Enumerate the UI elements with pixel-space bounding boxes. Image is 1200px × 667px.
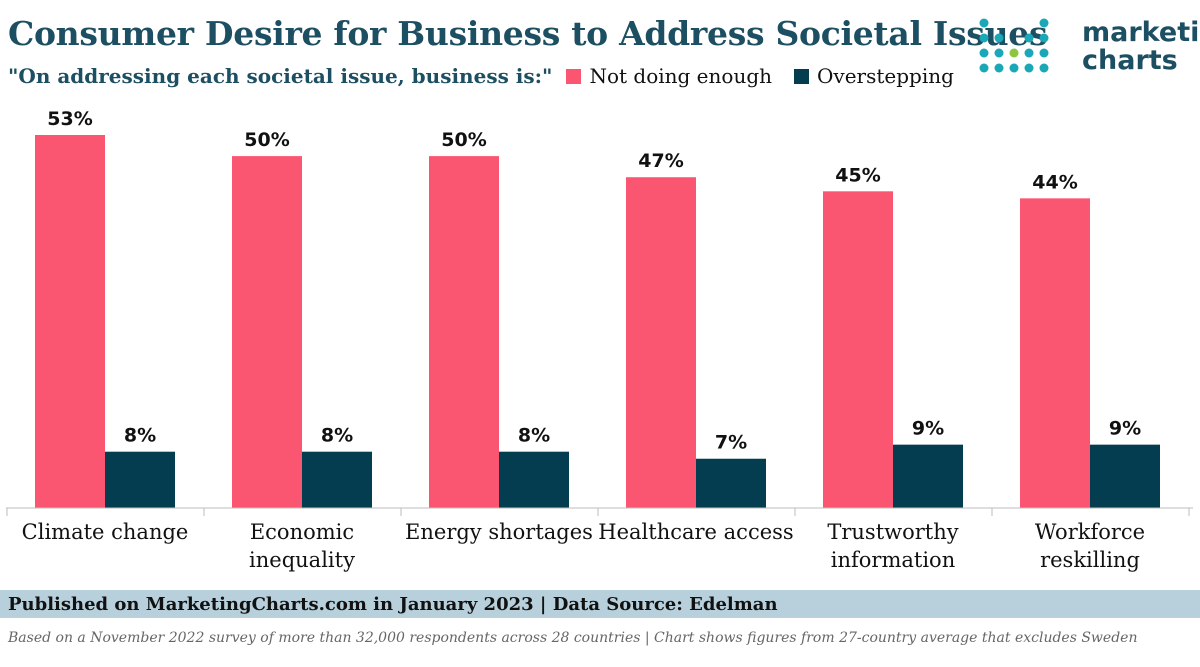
category-label-4: Trustworthy information bbox=[827, 520, 958, 572]
bar-overstepping-2 bbox=[499, 451, 569, 508]
bar-not-doing-enough-4 bbox=[823, 191, 893, 508]
legend-swatch-overstepping bbox=[794, 68, 810, 84]
category-label-1: Economic inequality bbox=[249, 520, 355, 572]
bar-overstepping-3 bbox=[696, 458, 766, 508]
legend-swatch-not-doing-enough bbox=[566, 68, 582, 84]
bar-not-doing-enough-0 bbox=[35, 135, 105, 508]
bar-label-overstepping-4: 9% bbox=[912, 418, 944, 440]
bar-label-not-doing-enough-4: 45% bbox=[835, 164, 880, 186]
category-label-0: Climate change bbox=[22, 520, 189, 544]
marketingcharts-logo: marketing charts bbox=[978, 18, 1200, 78]
logo-text-line2: charts bbox=[1082, 45, 1178, 76]
bar-label-not-doing-enough-3: 47% bbox=[638, 150, 683, 172]
legend-label-overstepping: Overstepping bbox=[817, 64, 954, 88]
footer-published: Published on MarketingCharts.com in Janu… bbox=[8, 593, 778, 615]
footer-note: Based on a November 2022 survey of more … bbox=[8, 630, 1138, 646]
footer-bar: Published on MarketingCharts.com in Janu… bbox=[0, 590, 1200, 618]
chart-subtitle: "On addressing each societal issue, busi… bbox=[8, 64, 553, 88]
chart-title: Consumer Desire for Business to Address … bbox=[8, 14, 1048, 53]
bar-overstepping-0 bbox=[105, 451, 175, 508]
bar-label-not-doing-enough-5: 44% bbox=[1032, 171, 1077, 193]
legend-label-not-doing-enough: Not doing enough bbox=[589, 64, 773, 88]
bar-overstepping-5 bbox=[1090, 444, 1160, 508]
bar-label-overstepping-0: 8% bbox=[124, 425, 156, 447]
category-label-5: Workforce reskilling bbox=[1035, 520, 1145, 572]
bar-label-overstepping-2: 8% bbox=[518, 425, 550, 447]
bar-overstepping-4 bbox=[893, 444, 963, 508]
subtitle-legend-row: "On addressing each societal issue, busi… bbox=[8, 63, 976, 89]
category-label-2: Energy shortages bbox=[405, 520, 593, 544]
bar-label-overstepping-3: 7% bbox=[715, 432, 747, 454]
bar-not-doing-enough-3 bbox=[626, 177, 696, 508]
legend-item-overstepping: Overstepping bbox=[794, 64, 954, 88]
bar-not-doing-enough-5 bbox=[1020, 198, 1090, 508]
bar-not-doing-enough-2 bbox=[429, 156, 499, 508]
category-label-3: Healthcare access bbox=[598, 520, 793, 544]
legend-item-not-doing-enough: Not doing enough bbox=[566, 64, 772, 88]
bar-chart: 53% 8% Climate change 50% 8% Economic inequali… bbox=[6, 108, 1193, 572]
bar-label-not-doing-enough-0: 53% bbox=[47, 108, 92, 130]
logo-wordmark: marketing charts bbox=[1082, 19, 1200, 75]
bar-label-not-doing-enough-1: 50% bbox=[244, 129, 289, 151]
bar-not-doing-enough-1 bbox=[232, 156, 302, 508]
logo-dots-icon bbox=[979, 18, 1049, 73]
bar-overstepping-1 bbox=[302, 451, 372, 508]
bar-label-overstepping-5: 9% bbox=[1109, 418, 1141, 440]
bar-label-not-doing-enough-2: 50% bbox=[441, 129, 486, 151]
logo-text-line1: marketing bbox=[1082, 17, 1200, 48]
bar-label-overstepping-1: 8% bbox=[321, 425, 353, 447]
